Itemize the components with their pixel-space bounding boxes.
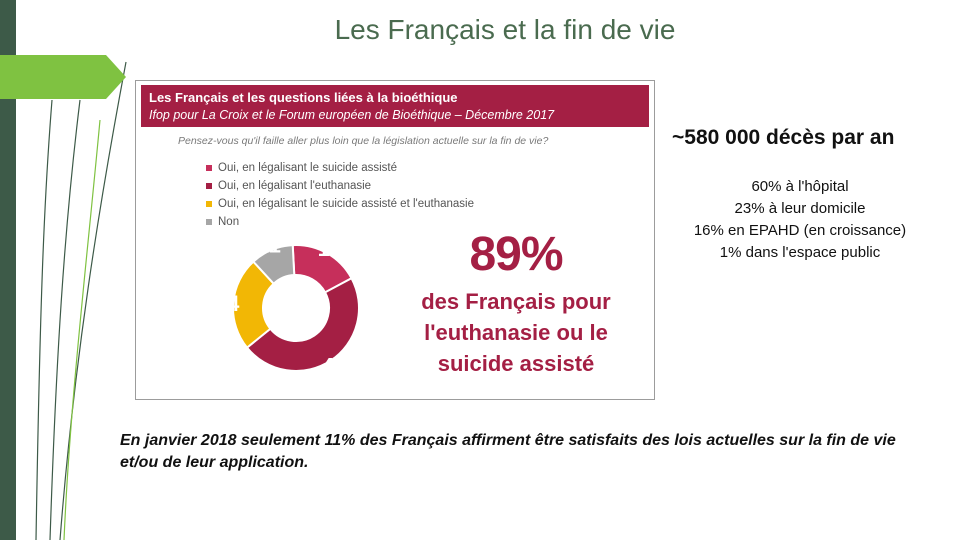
slice-value-label: 18 xyxy=(318,236,342,261)
stat-line: 60% à l'hôpital xyxy=(751,178,849,195)
slice-value-label: 24 xyxy=(215,291,240,316)
legend-item: Oui, en légalisant l'euthanasie xyxy=(206,178,474,196)
slide-title: Les Français et la fin de vie xyxy=(334,14,676,45)
headline-percent: 89% xyxy=(469,228,563,281)
donut-slice xyxy=(245,276,360,372)
slice-value-label: 11 xyxy=(258,232,281,257)
survey-question: Pensez-vous qu'il faille aller plus loin… xyxy=(178,135,549,147)
legend-swatch xyxy=(206,201,212,207)
legend-label: Non xyxy=(218,216,240,228)
survey-figure: Les Français et les questions liées à la… xyxy=(135,80,655,400)
footnote: En janvier 2018 seulement 11% des França… xyxy=(120,432,896,471)
stat-line: 23% à leur domicile xyxy=(734,200,866,217)
legend-item: Oui, en légalisant le suicide assisté xyxy=(206,160,474,178)
headline-text: des Français pour l'euthanasie ou le sui… xyxy=(386,286,646,379)
legend-swatch xyxy=(206,183,212,189)
stat-line: 1% dans l'espace public xyxy=(719,244,881,261)
legend-label: Oui, en légalisant l'euthanasie xyxy=(218,180,372,192)
place-of-death-stats: 60% à l'hôpital 23% à leur domicile 16% … xyxy=(666,176,934,264)
legend-swatch xyxy=(206,219,212,225)
legend-label: Oui, en légalisant le suicide assisté et… xyxy=(218,198,474,210)
slide-sidebar xyxy=(0,0,16,540)
legend-item: Non xyxy=(206,214,474,232)
decorative-lines xyxy=(35,61,127,540)
figure-header-title: Les Français et les questions liées à la… xyxy=(149,90,458,105)
headline-line: des Français pour xyxy=(421,289,611,314)
legend-label: Oui, en légalisant le suicide assisté xyxy=(218,162,397,174)
figure-header: Les Français et les questions liées à la… xyxy=(141,85,649,127)
figure-header-subtitle: Ifop pour La Croix et le Forum européen … xyxy=(149,108,555,122)
headline-line: suicide assisté xyxy=(437,351,595,376)
stat-line: 16% en EPAHD (en croissance) xyxy=(693,222,907,239)
legend-swatch xyxy=(206,165,212,171)
legend-item: Oui, en légalisant le suicide assisté et… xyxy=(206,196,474,214)
donut-chart: 18 47 24 11 xyxy=(215,232,360,378)
chart-legend: Oui, en légalisant le suicide assisté Oui… xyxy=(206,160,474,232)
headline-line: l'euthanasie ou le xyxy=(424,320,608,345)
deaths-headline: ~580 000 décès par an xyxy=(672,126,895,149)
slice-value-label: 47 xyxy=(322,353,346,378)
slide-tab xyxy=(0,55,126,99)
donut-slice xyxy=(251,244,296,286)
